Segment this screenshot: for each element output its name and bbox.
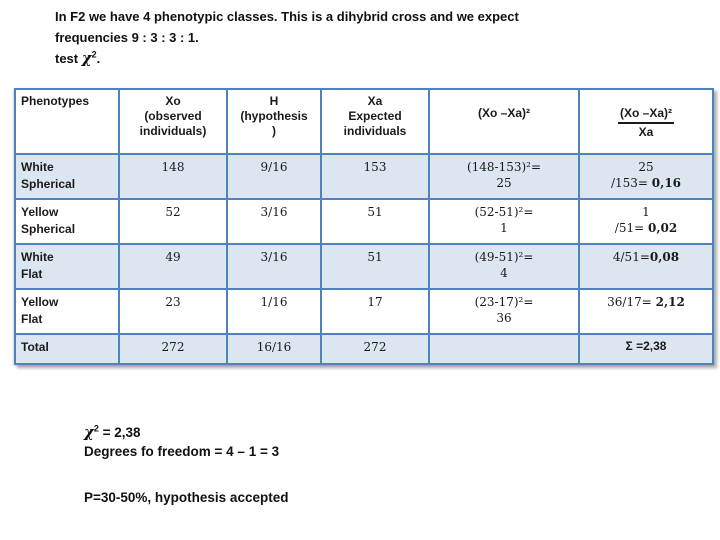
table-row: Yellow Flat 23 1/16 17 (23-17)²= 36 36/1… <box>14 288 714 335</box>
chi-square-table: Phenotypes Xo (observed individuals) H (… <box>14 88 714 365</box>
table-header-row: Phenotypes Xo (observed individuals) H (… <box>14 88 714 155</box>
cell-total-label: Total <box>14 333 120 365</box>
table-row: White Spherical 148 9/16 153 (148-153)²=… <box>14 153 714 200</box>
table-total-row: Total 272 16/16 272 Σ =2,38 <box>14 333 714 365</box>
cell-phenotype: Yellow Spherical <box>14 198 120 245</box>
chi-symbol: χ <box>81 49 92 67</box>
table-row: White Flat 49 3/16 51 (49-51)²= 4 4/51=0… <box>14 243 714 290</box>
ratio-fraction-numerator: (Xo –Xa)² <box>617 106 674 124</box>
title-line-3-prefix: test <box>55 51 82 66</box>
cell-phenotype: White Spherical <box>14 153 120 200</box>
cell-squared-diff: (23-17)²= 36 <box>428 288 580 335</box>
col-header-phenotypes: Phenotypes <box>14 88 120 155</box>
cell-chi-ratio: 36/17= 2,12 <box>578 288 714 335</box>
p-value-line: P=30-50%, hypothesis accepted <box>84 490 289 505</box>
cell-total-observed: 272 <box>118 333 228 365</box>
table-row: Yellow Spherical 52 3/16 51 (52-51)²= 1 … <box>14 198 714 245</box>
chi-symbol: χ <box>84 423 94 441</box>
cell-phenotype: White Flat <box>14 243 120 290</box>
col-header-chi-ratio: (Xo –Xa)² Xa <box>578 88 714 155</box>
cell-hypothesis: 3/16 <box>226 243 322 290</box>
conclusion-text: χ2 = 2,38 Degrees fo freedom = 4 – 1 = 3… <box>84 423 288 507</box>
cell-total-hypothesis: 16/16 <box>226 333 322 365</box>
chi-superscript: 2 <box>91 49 97 60</box>
title-line-3: test χ2. <box>55 48 519 69</box>
cell-observed: 49 <box>118 243 228 290</box>
col-header-expected: Xa Expected individuals <box>320 88 430 155</box>
cell-squared-diff: (49-51)²= 4 <box>428 243 580 290</box>
slide-title: In F2 we have 4 phenotypic classes. This… <box>55 6 519 69</box>
cell-expected: 51 <box>320 243 430 290</box>
cell-hypothesis: 1/16 <box>226 288 322 335</box>
cell-expected: 51 <box>320 198 430 245</box>
cell-total-diff-empty <box>428 333 580 365</box>
chi-superscript: 2 <box>93 423 99 434</box>
degrees-of-freedom-line: Degrees fo freedom = 4 – 1 = 3 <box>84 444 280 459</box>
title-line-3-end: . <box>96 51 101 66</box>
cell-hypothesis: 3/16 <box>226 198 322 245</box>
chi-square-value-line: χ2 = 2,38 <box>84 423 141 441</box>
cell-phenotype: Yellow Flat <box>14 288 120 335</box>
cell-chi-ratio: 1 /51= 0,02 <box>578 198 714 245</box>
cell-chi-ratio: 25 /153= 0,16 <box>578 153 714 200</box>
cell-chi-ratio: 4/51=0,08 <box>578 243 714 290</box>
cell-squared-diff: (52-51)²= 1 <box>428 198 580 245</box>
cell-squared-diff: (148-153)²= 25 <box>428 153 580 200</box>
cell-observed: 52 <box>118 198 228 245</box>
cell-total-expected: 272 <box>320 333 430 365</box>
col-header-squared-diff: (Xo –Xa)² <box>428 88 580 155</box>
cell-observed: 148 <box>118 153 228 200</box>
cell-hypothesis: 9/16 <box>226 153 322 200</box>
chi-square-sum: Σ =2,38 <box>578 333 714 365</box>
col-header-observed: Xo (observed individuals) <box>118 88 228 155</box>
title-line-1: In F2 we have 4 phenotypic classes. This… <box>55 9 519 24</box>
cell-expected: 153 <box>320 153 430 200</box>
cell-expected: 17 <box>320 288 430 335</box>
title-line-2: frequencies 9 : 3 : 3 : 1. <box>55 30 199 45</box>
ratio-fraction-denominator: Xa <box>638 125 654 139</box>
col-header-hypothesis: H (hypothesis ) <box>226 88 322 155</box>
cell-observed: 23 <box>118 288 228 335</box>
